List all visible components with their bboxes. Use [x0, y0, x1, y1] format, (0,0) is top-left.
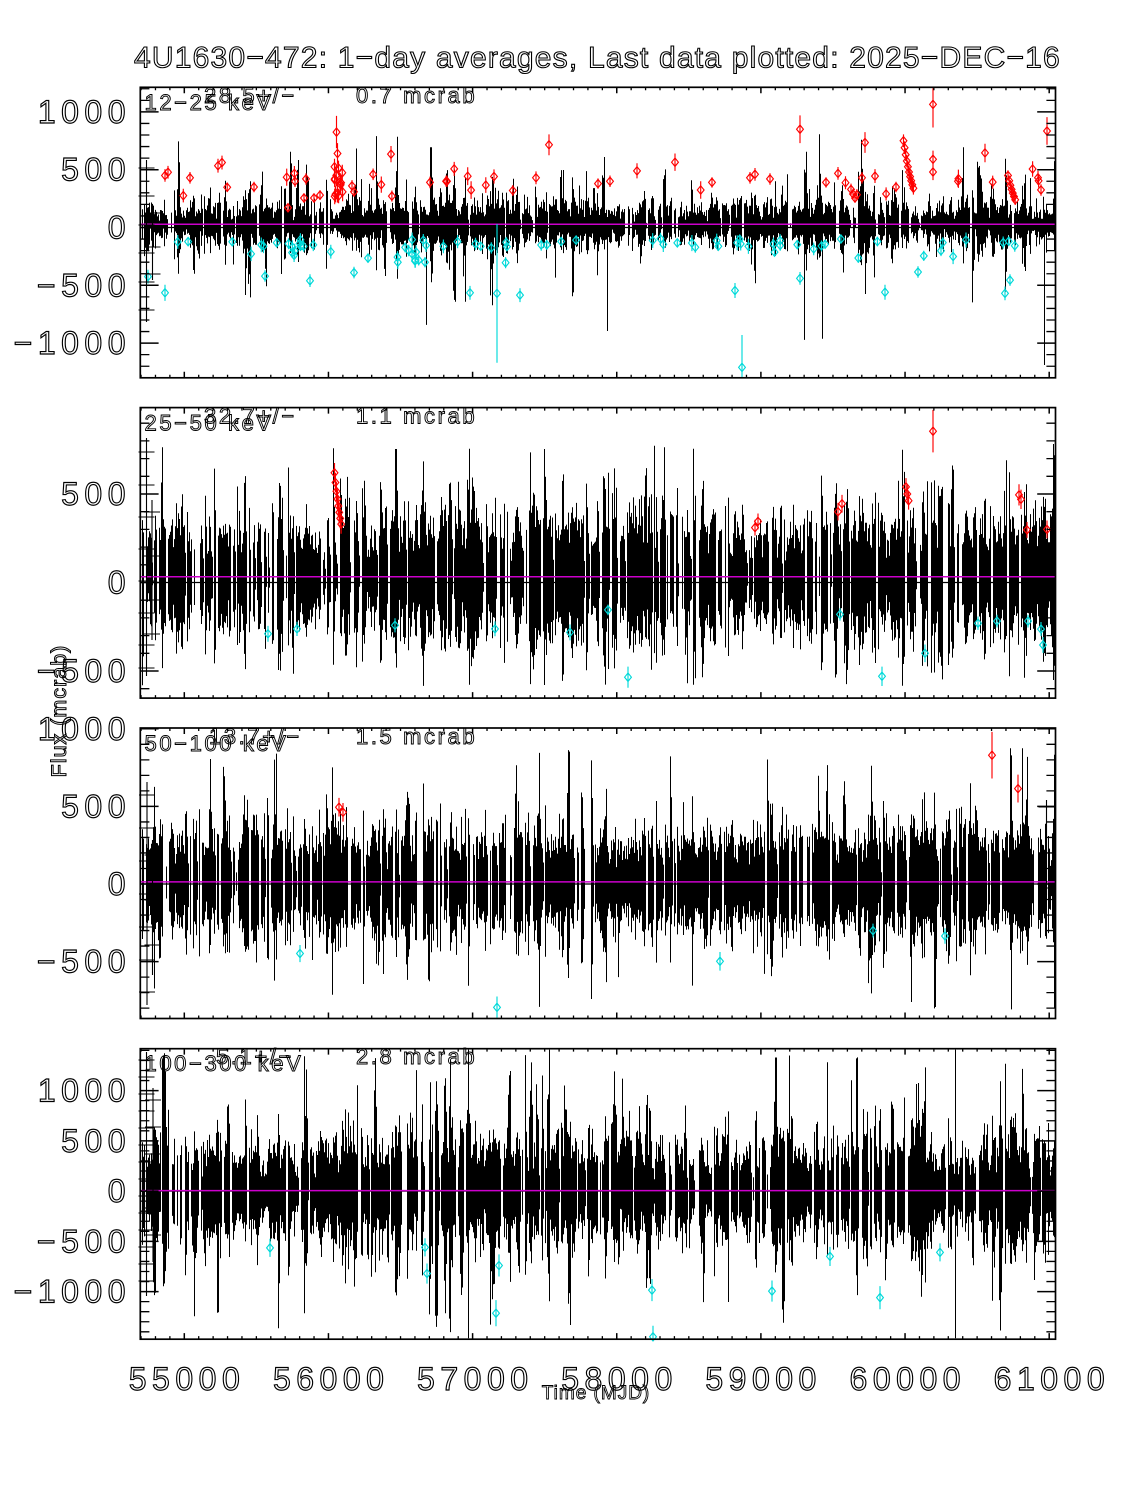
svg-text:−500: −500: [37, 1223, 131, 1259]
svg-text:0: 0: [108, 210, 131, 246]
svg-text:500: 500: [61, 1123, 131, 1159]
svg-text:0: 0: [108, 1173, 131, 1209]
svg-text:50−100 keV: 50−100 keV: [145, 731, 289, 756]
svg-text:−1000: −1000: [14, 325, 131, 361]
svg-text:1.1 mcrab: 1.1 mcrab: [356, 404, 477, 429]
svg-text:0: 0: [108, 565, 131, 601]
svg-text:58000: 58000: [561, 1361, 677, 1397]
svg-text:28.5+/−: 28.5+/−: [204, 83, 297, 108]
svg-text:61000: 61000: [994, 1361, 1110, 1397]
svg-text:1000: 1000: [38, 711, 131, 747]
svg-text:2.8 mcrab: 2.8 mcrab: [356, 1044, 477, 1069]
svg-text:60000: 60000: [850, 1361, 966, 1397]
svg-text:−500: −500: [37, 944, 131, 980]
svg-text:4U1630−472: 1−day averages,: 4U1630−472: 1−day averages, Last data pl…: [134, 41, 1061, 74]
svg-text:1000: 1000: [38, 1073, 131, 1109]
svg-text:59000: 59000: [705, 1361, 821, 1397]
svg-text:56000: 56000: [273, 1361, 389, 1397]
svg-text:13.7+/−: 13.7+/−: [209, 724, 302, 749]
svg-text:0: 0: [108, 866, 131, 902]
svg-text:500: 500: [61, 788, 131, 824]
svg-text:0.7 mcrab: 0.7 mcrab: [356, 83, 477, 108]
svg-text:55000: 55000: [129, 1361, 245, 1397]
svg-text:100−300 keV: 100−300 keV: [145, 1051, 304, 1076]
svg-text:1000: 1000: [38, 94, 131, 130]
svg-text:25−50 keV: 25−50 keV: [145, 411, 274, 436]
svg-text:500: 500: [61, 152, 131, 188]
svg-text:1.5 mcrab: 1.5 mcrab: [356, 724, 477, 749]
svg-text:5.1+/−: 5.1+/−: [216, 1044, 294, 1069]
svg-text:32.7+/−: 32.7+/−: [204, 404, 297, 429]
svg-text:−1000: −1000: [14, 1274, 131, 1310]
svg-text:57000: 57000: [417, 1361, 533, 1397]
svg-text:−500: −500: [37, 653, 131, 689]
svg-text:12−25 keV: 12−25 keV: [145, 90, 274, 115]
svg-text:Flux (mcrab): Flux (mcrab): [47, 645, 71, 778]
svg-text:500: 500: [61, 476, 131, 512]
svg-text:Time (MJD): Time (MJD): [542, 1383, 651, 1404]
svg-text:−500: −500: [37, 267, 131, 303]
